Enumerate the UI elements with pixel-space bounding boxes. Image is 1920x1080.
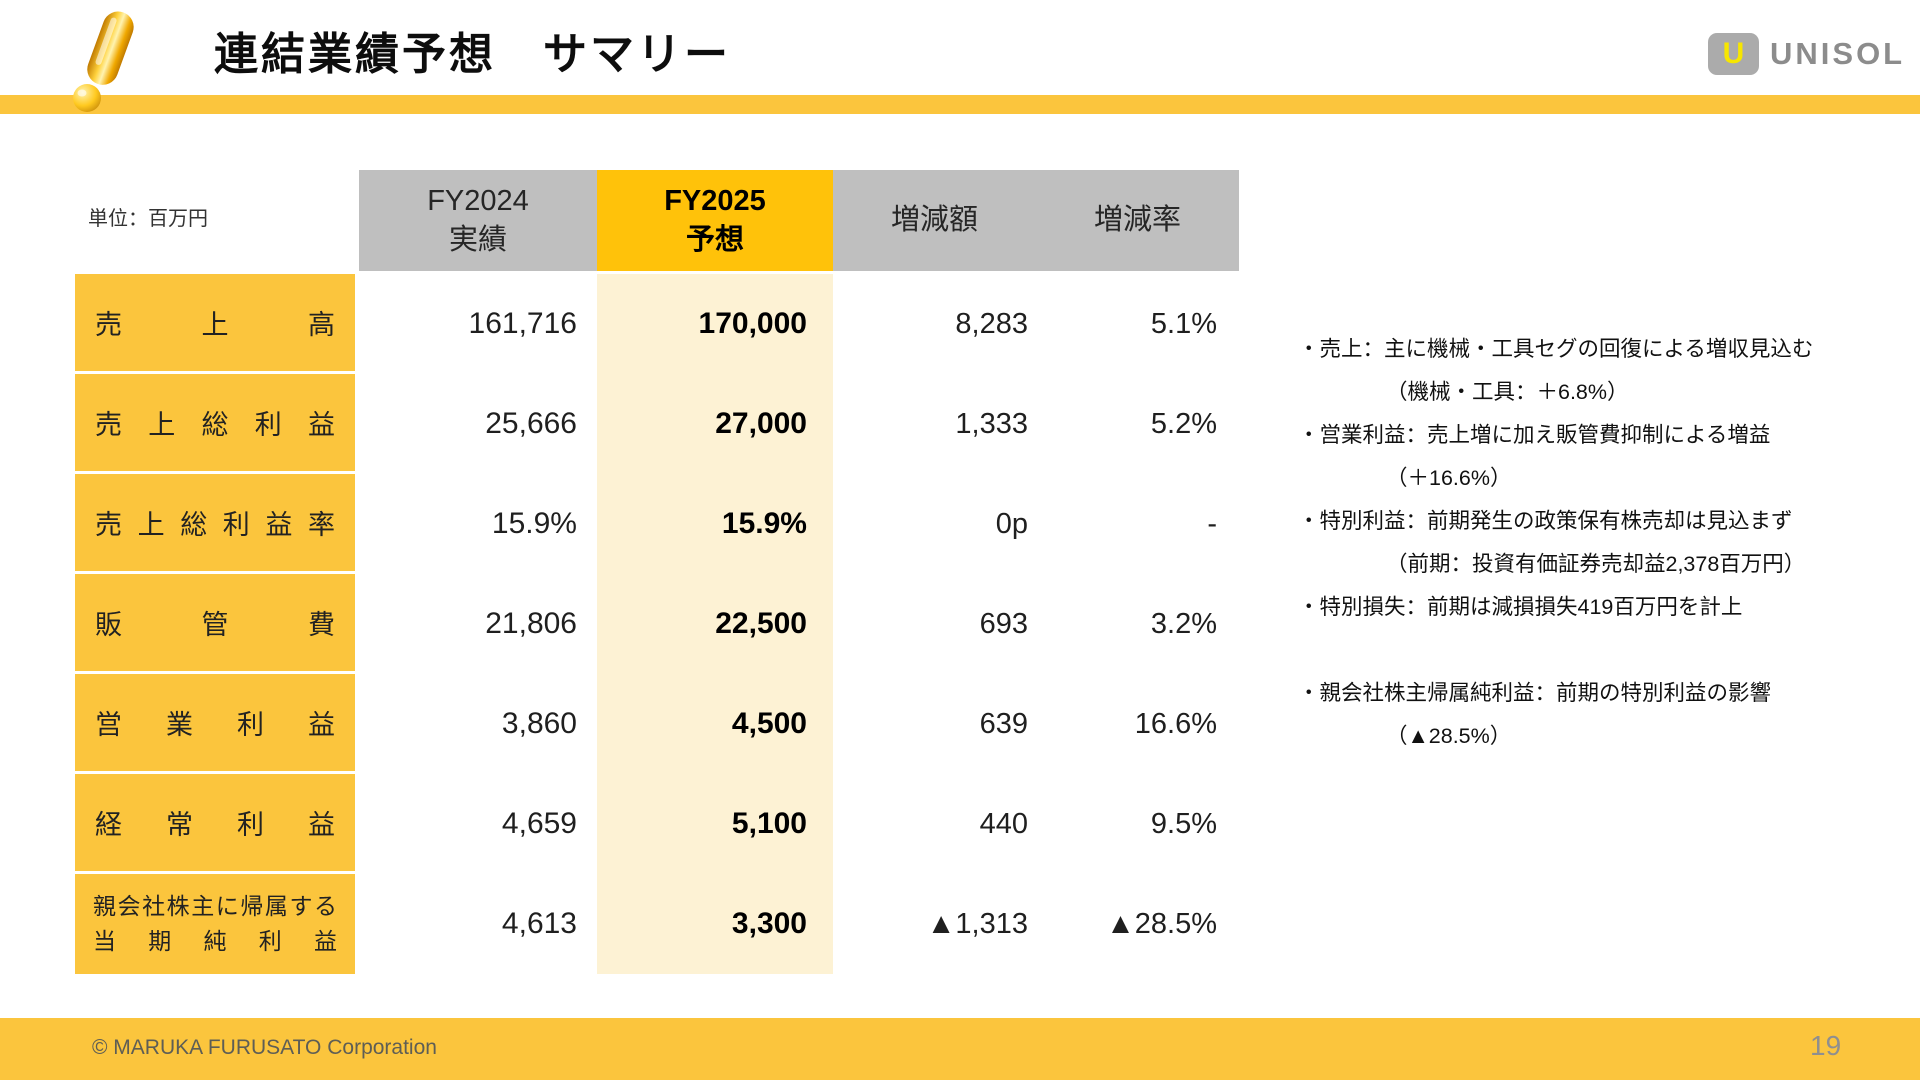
note-line: （＋16.6%） bbox=[1386, 466, 1512, 490]
table-header-row: FY2024 実績 FY2025 予想 増減額 増減率 bbox=[75, 170, 1239, 271]
cell-fy2024: 161,716 bbox=[468, 307, 577, 340]
table-row: 売上総利益 25,666 27,000 1,333 5.2% bbox=[75, 374, 1239, 474]
note-line: ・特別利益：前期発生の政策保有株売却は見込まず bbox=[1298, 509, 1793, 533]
page-number: 19 bbox=[1810, 1030, 1842, 1061]
cell-rate: 5.1% bbox=[1150, 307, 1217, 340]
cell-fy2024: 21,806 bbox=[485, 607, 577, 640]
table-row: 営業利益 3,860 4,500 639 16.6% bbox=[75, 674, 1239, 774]
note-line: （機械・工具：＋6.8%） bbox=[1386, 380, 1629, 404]
cell-fy2025: 22,500 bbox=[597, 574, 833, 674]
col-header-fy2024: FY2024 実績 bbox=[359, 170, 597, 271]
table-row: 売上高 161,716 170,000 8,283 5.1% bbox=[75, 274, 1239, 374]
logo-text: UNISOL bbox=[1770, 36, 1906, 71]
cell-diff: 1,333 bbox=[955, 407, 1028, 440]
cell-diff: ▲1,313 bbox=[926, 907, 1028, 940]
cell-fy2025: 4,500 bbox=[597, 674, 833, 774]
cell-rate: 9.5% bbox=[1150, 807, 1217, 840]
accent-bar-top bbox=[0, 95, 1920, 114]
cell-fy2024: 4,613 bbox=[501, 907, 577, 940]
cell-rate: 5.2% bbox=[1150, 407, 1217, 440]
row-label: 販管費 bbox=[75, 574, 355, 674]
note-line: （▲28.5%） bbox=[1386, 724, 1512, 748]
col-header-rate: 増減率 bbox=[1036, 170, 1239, 271]
row-label: 売上総利益率 bbox=[75, 474, 355, 574]
logo-u-icon: U bbox=[1708, 33, 1759, 75]
table-row: 売上総利益率 15.9% 15.9% 0p - bbox=[75, 474, 1239, 574]
cell-fy2025: 15.9% bbox=[597, 474, 833, 574]
table-row: 経常利益 4,659 5,100 440 9.5% bbox=[75, 774, 1239, 874]
note-line: ・売上：主に機械・工具セグの回復による増収見込む bbox=[1298, 337, 1814, 361]
note-line: ・営業利益：売上増に加え販管費抑制による増益 bbox=[1298, 423, 1771, 447]
col-header-fy2025: FY2025 予想 bbox=[597, 170, 833, 271]
row-label: 営業利益 bbox=[75, 674, 355, 774]
row-label: 親会社株主に帰属する当期純利益 bbox=[75, 874, 355, 974]
cell-fy2024: 25,666 bbox=[485, 407, 577, 440]
col-header-diff: 増減額 bbox=[833, 170, 1036, 271]
copyright-text: © MARUKA FURUSATO Corporation bbox=[92, 1036, 437, 1059]
exclamation-icon bbox=[55, 2, 175, 127]
unit-label: 単位：百万円 bbox=[88, 208, 208, 230]
note-line: （前期：投資有価証券売却益2,378百万円） bbox=[1386, 552, 1806, 576]
table-row: 親会社株主に帰属する当期純利益 4,613 3,300 ▲1,313 ▲28.5… bbox=[75, 874, 1239, 974]
cell-fy2025: 3,300 bbox=[597, 874, 833, 974]
cell-diff: 639 bbox=[979, 707, 1028, 740]
row-label: 経常利益 bbox=[75, 774, 355, 874]
cell-rate: - bbox=[1207, 507, 1217, 540]
cell-fy2025: 170,000 bbox=[597, 274, 833, 374]
page-title: 連結業績予想 サマリー bbox=[214, 30, 731, 79]
cell-rate: 16.6% bbox=[1134, 707, 1217, 740]
row-label: 売上高 bbox=[75, 274, 355, 374]
company-logo: U UNISOL bbox=[1708, 33, 1905, 75]
cell-fy2024: 3,860 bbox=[501, 707, 577, 740]
cell-fy2025: 5,100 bbox=[597, 774, 833, 874]
note-line: ・親会社株主帰属純利益：前期の特別利益の影響 bbox=[1298, 681, 1772, 705]
forecast-table: FY2024 実績 FY2025 予想 増減額 増減率 売上高 161,716 … bbox=[75, 170, 1239, 974]
cell-diff: 440 bbox=[979, 807, 1028, 840]
cell-diff: 0p bbox=[995, 507, 1028, 540]
cell-fy2024: 15.9% bbox=[491, 507, 577, 540]
note-line: ・特別損失：前期は減損損失419百万円を計上 bbox=[1298, 595, 1743, 619]
cell-diff: 693 bbox=[979, 607, 1028, 640]
accent-bar-footer bbox=[0, 1018, 1920, 1080]
cell-fy2025: 27,000 bbox=[597, 374, 833, 474]
row-label: 売上総利益 bbox=[75, 374, 355, 474]
cell-rate: 3.2% bbox=[1150, 607, 1217, 640]
cell-diff: 8,283 bbox=[955, 307, 1028, 340]
table-row: 販管費 21,806 22,500 693 3.2% bbox=[75, 574, 1239, 674]
header-spacer bbox=[75, 170, 359, 271]
cell-fy2024: 4,659 bbox=[501, 807, 577, 840]
commentary-notes: ・売上：主に機械・工具セグの回復による増収見込む （機械・工具：＋6.8%） ・… bbox=[1298, 328, 1920, 758]
cell-rate: ▲28.5% bbox=[1106, 907, 1217, 940]
